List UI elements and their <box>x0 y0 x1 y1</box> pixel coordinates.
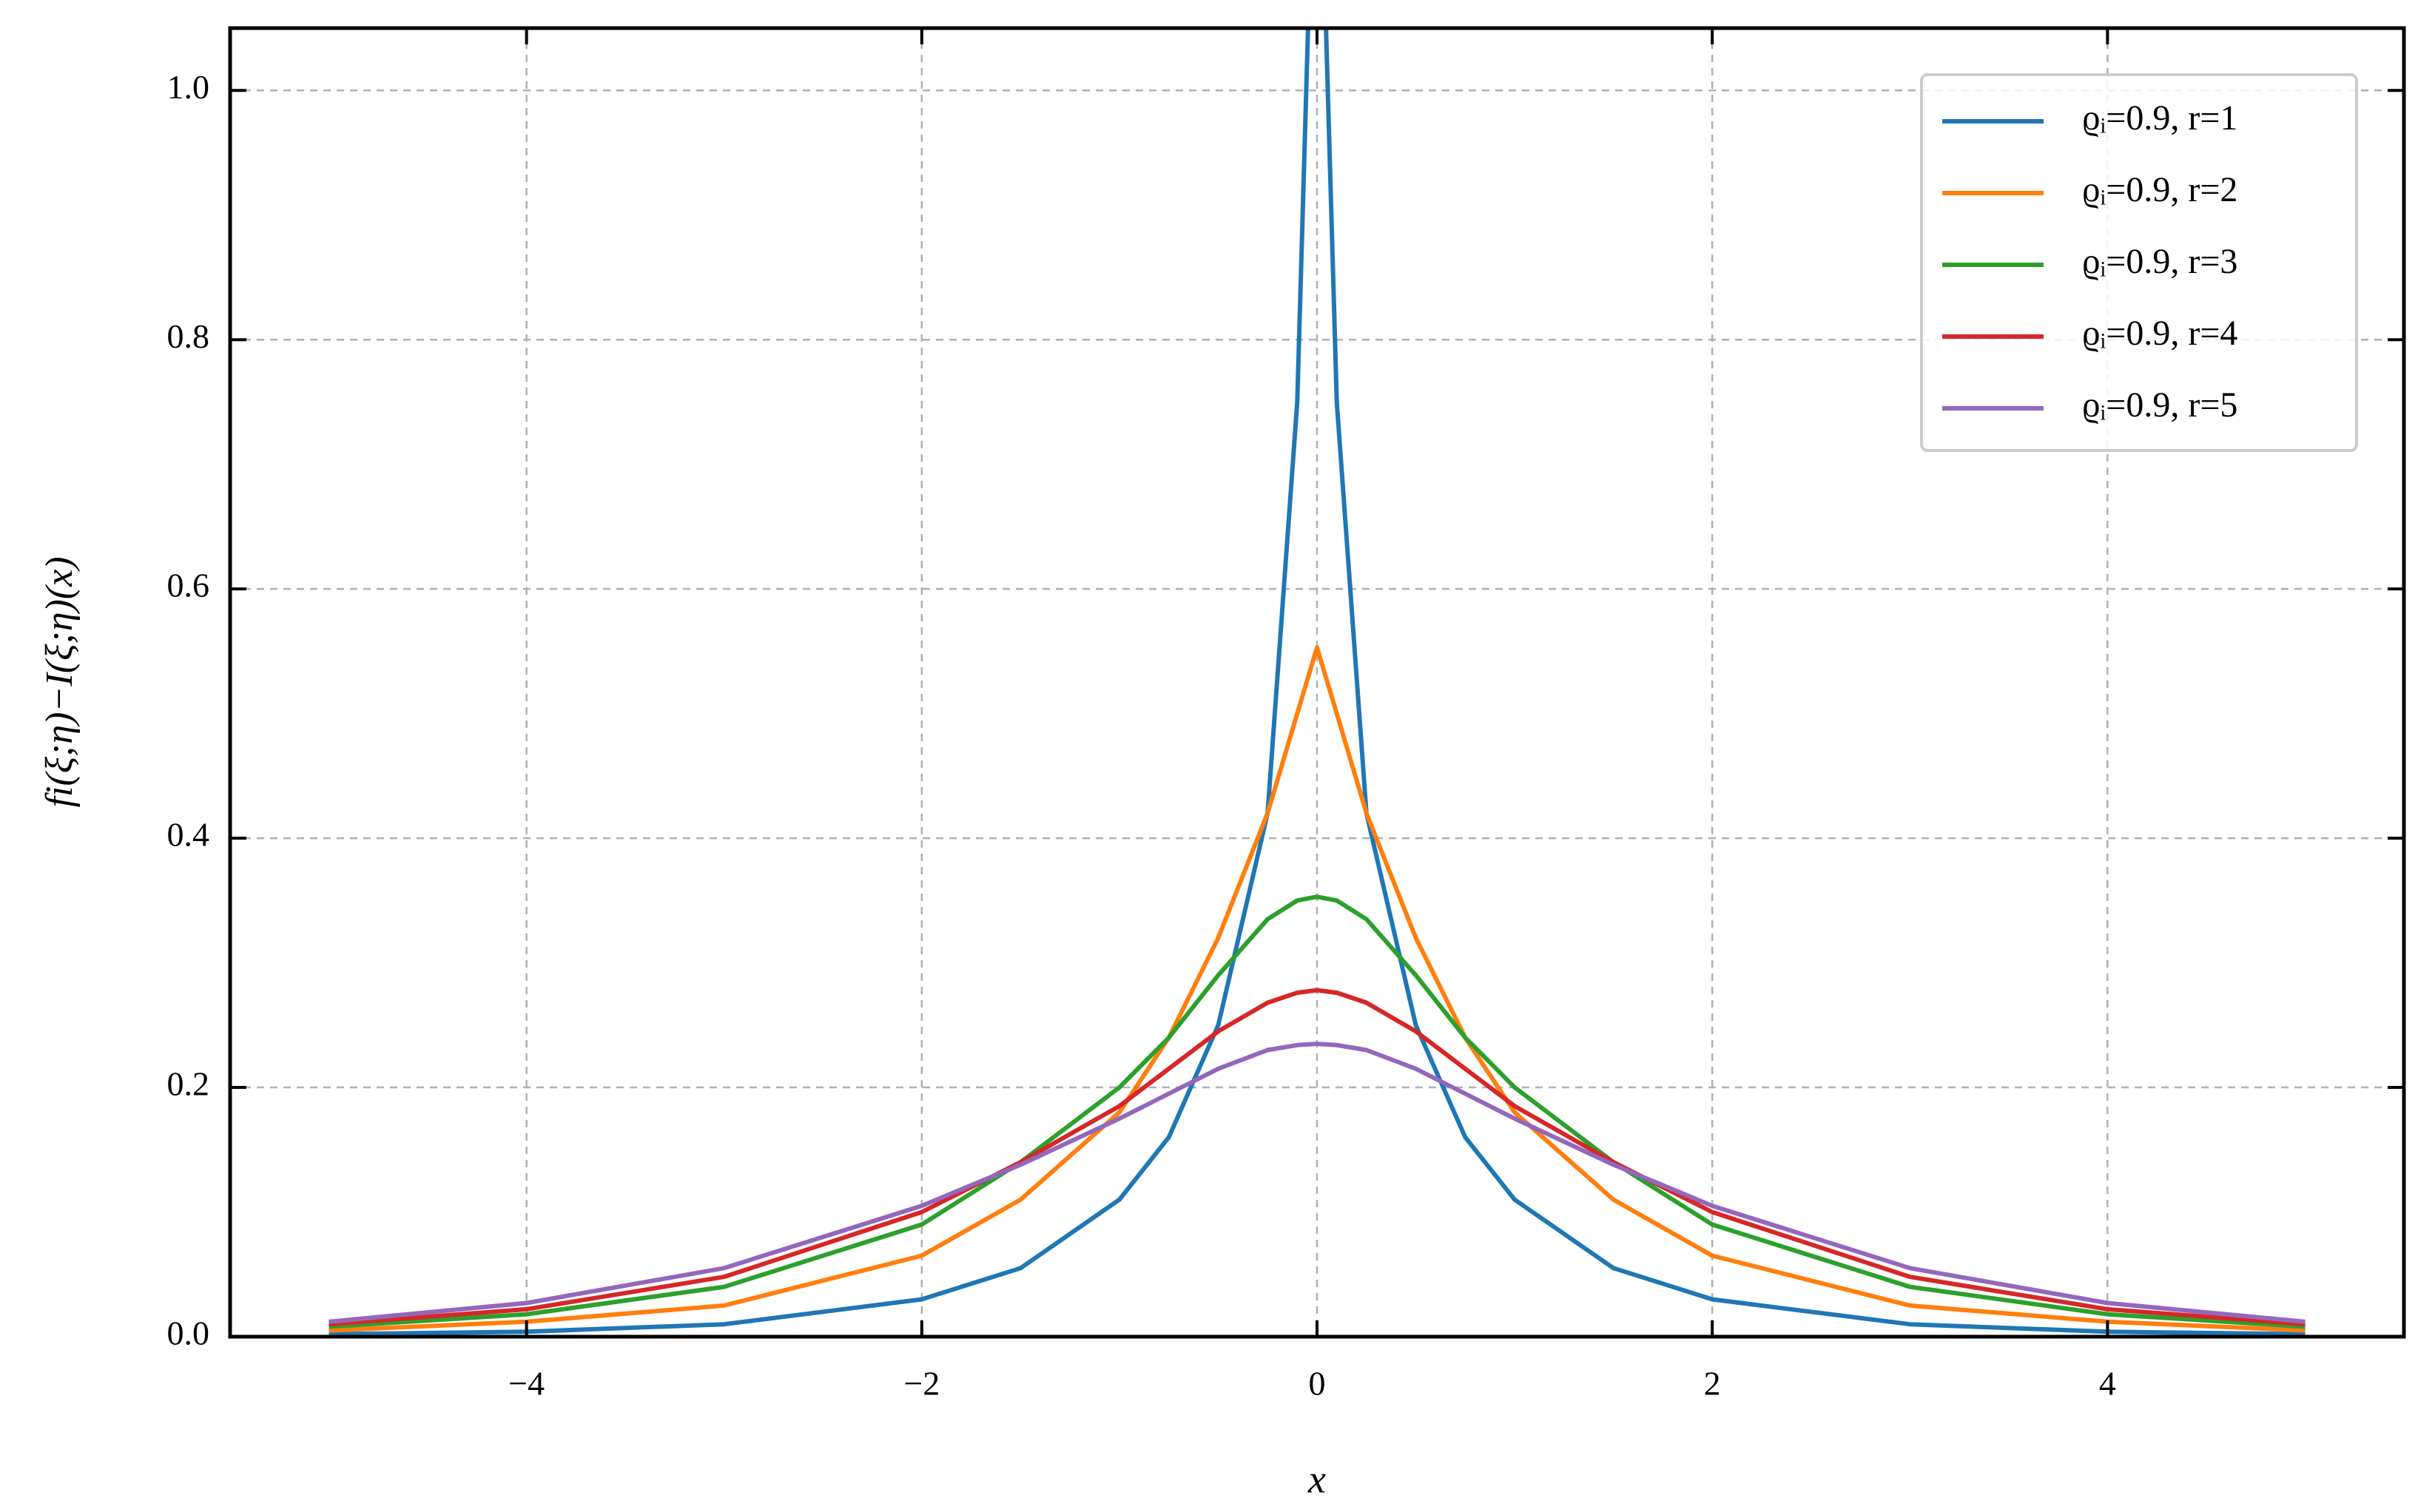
series-line <box>329 988 2306 1327</box>
y-tick-label: 0.8 <box>167 317 210 355</box>
legend-label: ϱᵢ=0.9, r=1 <box>2082 98 2237 138</box>
series-line <box>329 28 2306 1337</box>
y-tick-label: 0.4 <box>167 816 210 854</box>
ticks: −4 −2 0 2 4 0.0 0.2 0.4 0.6 0.8 1.0 <box>167 28 2404 1403</box>
x-tick-label: 4 <box>2099 1365 2116 1403</box>
legend-box <box>1920 73 2358 452</box>
legend-label: ϱᵢ=0.9, r=5 <box>2082 385 2237 425</box>
x-tick-label: −2 <box>903 1365 940 1403</box>
y-tick-label: 0.0 <box>167 1314 210 1352</box>
x-tick-label: 0 <box>1309 1365 1326 1403</box>
x-axis-label: x <box>1307 1457 1326 1501</box>
series-line <box>329 645 2306 1333</box>
x-tick-label: −4 <box>508 1365 545 1403</box>
y-axis-label: fi(ξ;η)−I(ξ;η)(x) <box>38 556 81 807</box>
series-line <box>329 894 2306 1329</box>
plot-lines <box>329 28 2306 1337</box>
y-tick-label: 0.6 <box>167 567 210 604</box>
x-tick-label: 2 <box>1704 1365 1721 1403</box>
legend: ϱᵢ=0.9, r=1 ϱᵢ=0.9, r=2 ϱᵢ=0.9, r=3 ϱᵢ=0.9,… <box>1942 98 2237 425</box>
series-line <box>329 1042 2306 1324</box>
y-tick-label: 0.2 <box>167 1065 210 1103</box>
y-tick-label: 1.0 <box>167 68 210 106</box>
legend-label: ϱᵢ=0.9, r=2 <box>2082 170 2237 209</box>
legend-label: ϱᵢ=0.9, r=3 <box>2082 242 2237 281</box>
legend-label: ϱᵢ=0.9, r=4 <box>2082 314 2237 353</box>
